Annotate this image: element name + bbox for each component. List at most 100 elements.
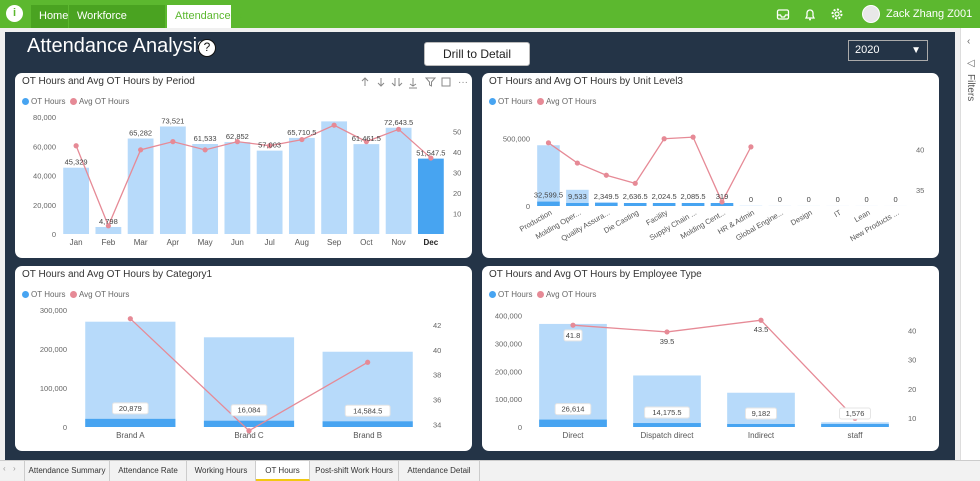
- bar: [633, 375, 701, 427]
- y-tick-label: 0: [52, 230, 56, 239]
- drill-up-icon[interactable]: [362, 78, 368, 86]
- close-icon[interactable]: ×: [237, 11, 243, 22]
- chart-by-category1[interactable]: OT Hours and Avg OT Hours by Category1 O…: [15, 266, 472, 451]
- data-label: 1,576: [846, 409, 865, 418]
- chevron-down-icon: ▼: [911, 41, 921, 60]
- y-tick-label: 60,000: [33, 142, 56, 151]
- bar: [128, 139, 154, 234]
- data-label: 9,533: [568, 192, 587, 201]
- tab-workforce-analytics[interactable]: Workforce Analytics×: [69, 5, 165, 28]
- drill-down-icon[interactable]: [378, 78, 384, 86]
- y2-tick-label: 40: [916, 145, 924, 154]
- x-tick-label: Mar: [134, 238, 148, 247]
- avg-point: [332, 123, 337, 128]
- help-icon[interactable]: ?: [198, 39, 216, 57]
- more-options-icon[interactable]: ···: [458, 77, 468, 88]
- data-label: 61,461.5: [352, 134, 381, 143]
- top-bar: i Home Workforce Analytics× Attendance× …: [0, 0, 980, 28]
- page-tabs-bar: ‹ › Attendance Summary Attendance Rate W…: [0, 460, 980, 480]
- data-label: 2,024.5: [652, 192, 677, 201]
- app-logo[interactable]: i: [6, 5, 23, 22]
- y-tick-label: 100,000: [495, 395, 522, 404]
- x-tick-label: Oct: [360, 238, 373, 247]
- avg-point: [758, 318, 763, 323]
- bell-icon[interactable]: [803, 7, 817, 21]
- bar-segment: [624, 203, 647, 206]
- data-label: 9,182: [752, 409, 771, 418]
- bar: [418, 159, 444, 234]
- tab-ot-hours[interactable]: OT Hours: [256, 461, 310, 481]
- avg-point: [748, 144, 753, 149]
- y2-tick-label: 40: [453, 148, 461, 157]
- bar: [224, 142, 250, 234]
- chart-plot: 020,00040,00060,00080,000102030405045,32…: [15, 73, 472, 258]
- tab-attendance-rate[interactable]: Attendance Rate: [110, 461, 187, 481]
- bar-segment: [633, 423, 701, 427]
- y-tick-label: 100,000: [40, 384, 67, 393]
- bar-segment: [323, 421, 413, 427]
- x-tick-label: Sep: [327, 238, 342, 247]
- data-label: 26,614: [562, 405, 585, 414]
- tab-post-shift-work-hours[interactable]: Post-shift Work Hours: [310, 461, 399, 481]
- data-label: 14,175.5: [652, 408, 681, 417]
- bar: [192, 144, 218, 234]
- y-tick-label: 200,000: [495, 367, 522, 376]
- inbox-icon[interactable]: [776, 7, 790, 21]
- prev-page-icon[interactable]: ‹: [3, 464, 6, 473]
- avg-point: [575, 160, 580, 165]
- chart-by-period[interactable]: OT Hours and Avg OT Hours by Period OT H…: [15, 73, 472, 258]
- chart-by-employee-type[interactable]: OT Hours and Avg OT Hours by Employee Ty…: [482, 266, 939, 451]
- bar: [353, 144, 379, 234]
- data-label: 2,085.5: [681, 192, 706, 201]
- data-label: 72,643.5: [384, 118, 413, 127]
- data-label: 45,329: [65, 158, 88, 167]
- data-label: 14,584.5: [353, 406, 382, 415]
- y2-tick-label: 30: [453, 168, 461, 177]
- bar: [63, 168, 89, 234]
- filter-icon[interactable]: [426, 78, 435, 86]
- y2-tick-label: 20: [908, 385, 916, 394]
- avg-point: [396, 127, 401, 132]
- chevron-left-icon[interactable]: ‹: [967, 36, 970, 47]
- bar: [289, 138, 315, 234]
- avg-point: [203, 147, 208, 152]
- data-label: 0: [778, 195, 782, 204]
- tab-attendance-summary[interactable]: Attendance Summary: [24, 461, 110, 481]
- data-label: 2,349.5: [594, 192, 619, 201]
- year-dropdown[interactable]: 2020▼: [848, 40, 928, 61]
- bar-segment: [85, 419, 175, 427]
- x-tick-label: IT: [832, 208, 843, 219]
- y2-tick-label: 38: [433, 371, 441, 380]
- user-name[interactable]: Zack Zhang Z001: [886, 8, 972, 20]
- gear-icon[interactable]: [830, 7, 844, 21]
- avatar[interactable]: [862, 5, 880, 23]
- y2-tick-label: 36: [433, 396, 441, 405]
- chart-plot: 0100,000200,000300,000400,0001020304026,…: [482, 266, 939, 451]
- line-data-label: 39.5: [660, 337, 675, 346]
- y-tick-label: 20,000: [33, 201, 56, 210]
- expand-next-level-icon[interactable]: [392, 78, 402, 86]
- x-tick-label: staff: [848, 431, 864, 440]
- focus-mode-icon[interactable]: [442, 78, 450, 86]
- expand-hierarchy-icon[interactable]: [409, 78, 417, 88]
- next-page-icon[interactable]: ›: [13, 464, 16, 473]
- avg-point: [570, 323, 575, 328]
- tab-home[interactable]: Home: [31, 5, 68, 28]
- x-tick-label: Design: [789, 208, 814, 227]
- data-label: 57,003: [258, 141, 281, 150]
- tab-attendance-detail[interactable]: Attendance Detail: [399, 461, 480, 481]
- data-label: 319: [716, 192, 729, 201]
- tab-working-hours[interactable]: Working Hours: [187, 461, 256, 481]
- y2-tick-label: 20: [453, 189, 461, 198]
- x-tick-label: Brand B: [353, 431, 382, 440]
- drill-to-detail-button[interactable]: Drill to Detail: [424, 42, 530, 66]
- chart-by-unit-level3[interactable]: OT Hours and Avg OT Hours by Unit Level3…: [482, 73, 939, 258]
- bar: [257, 151, 283, 234]
- x-tick-label: Jun: [231, 238, 244, 247]
- bar-segment: [204, 421, 294, 427]
- y-tick-label: 0: [518, 423, 522, 432]
- y2-tick-label: 40: [908, 326, 916, 335]
- tab-attendance[interactable]: Attendance×: [167, 5, 231, 28]
- filters-pane[interactable]: ‹ ◁ Filters: [960, 28, 980, 460]
